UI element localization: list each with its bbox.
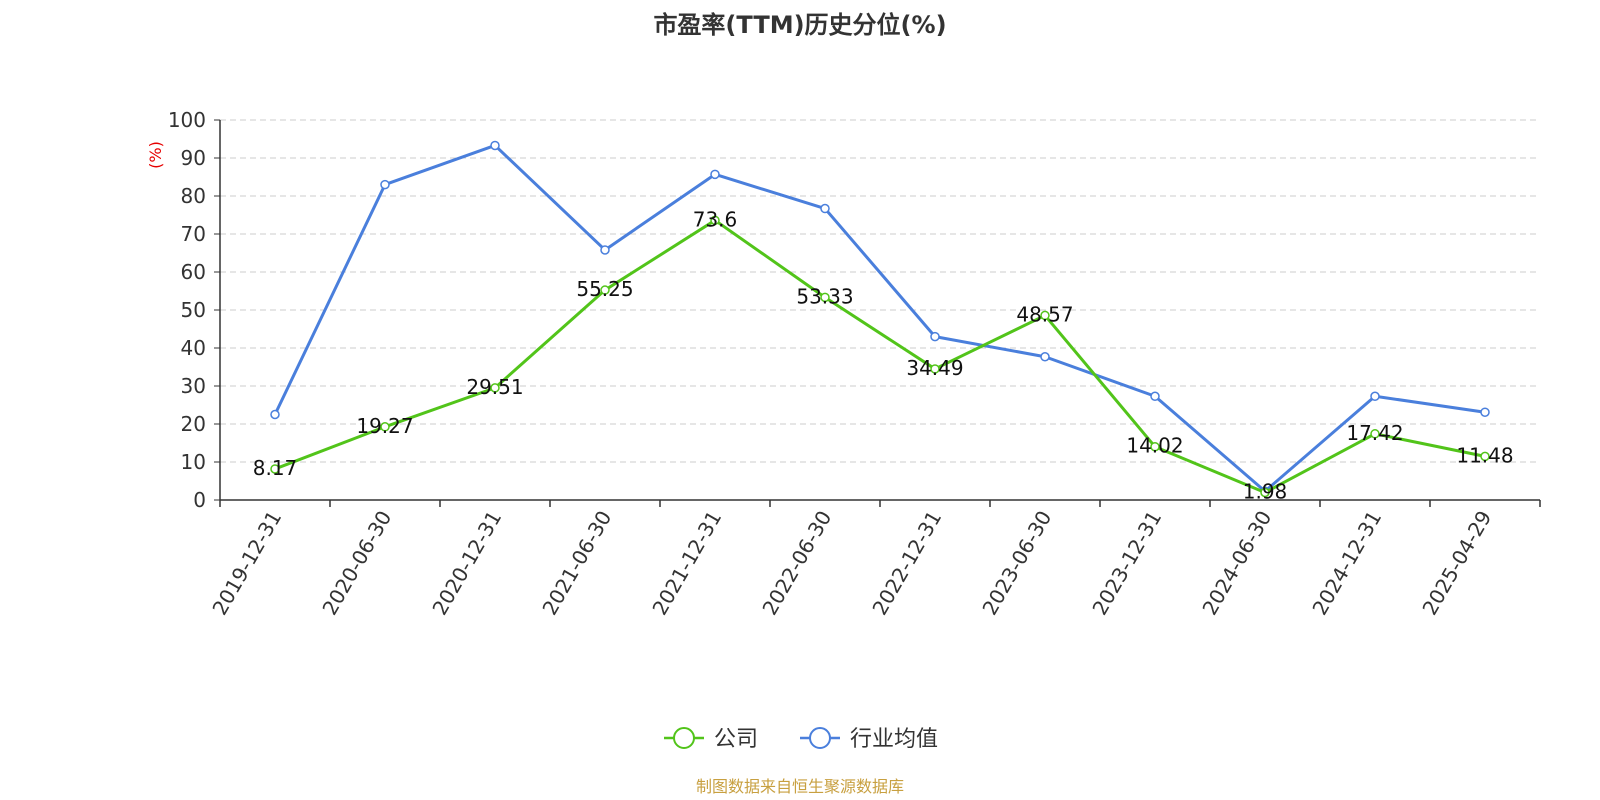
data-label: 29.51: [466, 375, 523, 399]
data-point: [1370, 429, 1380, 439]
data-label: 55.25: [576, 277, 633, 301]
x-tick-label: 2025-04-29: [1417, 507, 1496, 620]
x-tick-label: 2022-06-30: [757, 507, 836, 620]
legend-marker: [673, 727, 695, 749]
x-tick-label: 2020-12-31: [427, 507, 506, 620]
y-axis-label: (%): [146, 141, 165, 169]
data-label: 1.98: [1243, 479, 1288, 503]
data-label: 34.49: [906, 356, 963, 380]
y-tick-label: 70: [181, 222, 206, 246]
data-point: [710, 215, 720, 226]
series-layer: [270, 140, 1490, 498]
y-tick-label: 80: [181, 184, 206, 208]
data-label: 48.57: [1016, 302, 1073, 326]
y-tick-label: 50: [181, 298, 206, 322]
legend-label: 行业均值: [850, 727, 938, 752]
x-tick-label: 2023-06-30: [977, 507, 1056, 620]
x-tick-label: 2024-06-30: [1197, 507, 1276, 620]
source-note: 制图数据来自恒生聚源数据库: [696, 777, 904, 796]
x-tick-label: 2021-06-30: [537, 507, 616, 620]
data-point: [1480, 451, 1490, 462]
data-point: [1040, 310, 1050, 321]
data-labels: 8.17 19.27 29.51 55.25 73.6 53.33 34.49 48.57 14…: [253, 207, 1514, 503]
y-tick-label: 20: [181, 412, 206, 436]
data-point: [930, 331, 940, 342]
data-label: 8.17: [253, 456, 298, 480]
x-tick-label: 2020-06-30: [317, 507, 396, 620]
data-label: 53.33: [796, 284, 853, 308]
data-label: 17.42: [1346, 421, 1403, 445]
legend-item-1[interactable]: 行业均值: [800, 727, 938, 752]
x-tick-label: 2023-12-31: [1087, 507, 1166, 620]
y-tick-label: 30: [181, 374, 206, 398]
y-tick-label: 100: [168, 108, 206, 132]
data-point: [1150, 441, 1160, 452]
y-axis-ticks: 0 10 20 30 40 50 60 70 80 90 100: [168, 108, 220, 512]
data-point: [1150, 391, 1160, 402]
x-axis-ticks: 2019-12-31 2020-06-30 2020-12-31 2021-06-30…: [207, 500, 1541, 620]
data-point: [930, 364, 940, 374]
y-tick-label: 0: [193, 488, 206, 512]
data-point: [600, 245, 610, 255]
data-point: [1260, 487, 1270, 498]
x-tick-label: 2024-12-31: [1307, 507, 1386, 620]
series-line-1: [273, 143, 1486, 493]
series-line-0: [274, 218, 1486, 494]
x-tick-label: 2019-12-31: [207, 507, 286, 620]
data-label: 11.48: [1456, 443, 1513, 467]
data-label: 73.6: [693, 207, 738, 231]
data-label: 19.27: [356, 414, 413, 438]
data-point: [1040, 351, 1050, 362]
data-point: [270, 409, 280, 420]
y-tick-label: 10: [181, 450, 206, 474]
data-point: [270, 464, 280, 474]
legend-marker: [809, 727, 831, 749]
x-tick-label: 2021-12-31: [647, 507, 726, 620]
y-tick-label: 40: [181, 336, 206, 360]
data-point: [1480, 407, 1490, 417]
data-point: [820, 292, 830, 303]
x-tick-label: 2022-12-31: [867, 507, 946, 620]
data-point: [710, 169, 720, 180]
data-point: [380, 422, 390, 432]
chart-title: 市盈率(TTM)历史分位(%): [653, 11, 946, 39]
data-point: [820, 203, 830, 214]
legend[interactable]: 公司 行业均值: [664, 727, 938, 752]
legend-label: 公司: [714, 727, 758, 752]
data-point: [490, 383, 500, 393]
y-tick-label: 90: [181, 146, 206, 170]
data-label: 14.02: [1126, 434, 1183, 458]
legend-item-0[interactable]: 公司: [664, 727, 758, 752]
data-point: [380, 179, 390, 190]
y-tick-label: 60: [181, 260, 206, 284]
data-point: [490, 140, 500, 151]
data-point: [600, 285, 610, 295]
data-point: [1370, 391, 1380, 402]
